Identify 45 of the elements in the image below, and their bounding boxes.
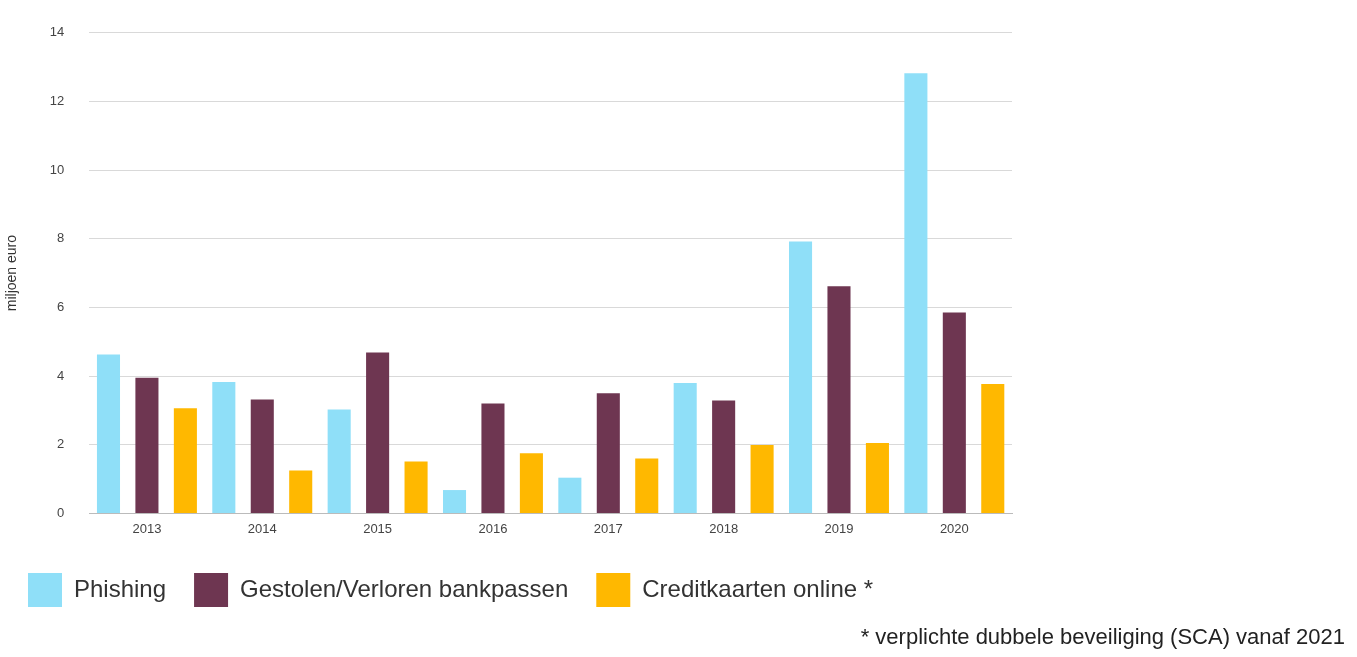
text: * verplichte dubbele beveiliging (SCA) vanaf 2021 <box>860 624 1345 650</box>
bar <box>519 453 543 513</box>
bar <box>750 445 774 513</box>
x-tick-label: 2014 <box>247 520 277 536</box>
bar <box>827 286 851 513</box>
bar <box>404 461 428 513</box>
bar <box>481 403 505 513</box>
bar <box>442 490 467 513</box>
y-tick-label: 14 <box>49 24 65 40</box>
bar <box>558 477 582 513</box>
legend-label: Phishing <box>74 574 167 602</box>
bar <box>712 400 736 513</box>
bar <box>981 383 1005 513</box>
x-tick-label: 2020 <box>939 520 969 536</box>
y-tick-label: 10 <box>49 161 65 177</box>
x-tick-label: 2017 <box>593 520 623 536</box>
legend-label: Gestolen/Verloren bankpassen <box>240 574 569 602</box>
bar <box>327 409 351 513</box>
y-axis-title: miljoen euro <box>3 234 20 312</box>
x-tick-label: 2016 <box>478 520 508 536</box>
bar <box>135 377 159 513</box>
bar <box>366 352 390 513</box>
x-tick-label: 2015 <box>363 520 393 536</box>
x-tick-label: 2019 <box>824 520 854 536</box>
bar <box>96 354 121 513</box>
bar <box>635 458 659 513</box>
bar <box>904 73 928 513</box>
y-tick-label: 0 <box>57 504 65 520</box>
bar <box>212 381 236 513</box>
bar <box>673 382 697 513</box>
x-tick-label: 2018 <box>709 520 739 536</box>
bar <box>865 443 889 513</box>
bar <box>173 408 197 513</box>
y-tick-label: 4 <box>57 367 65 383</box>
y-tick-label: 6 <box>57 299 65 315</box>
legend-label: Creditkaarten online * <box>642 574 874 602</box>
bar <box>942 312 966 513</box>
bar <box>789 241 813 513</box>
bar <box>250 399 274 513</box>
y-tick-label: 2 <box>57 436 65 452</box>
bar <box>596 393 620 513</box>
y-tick-label: 12 <box>49 93 65 109</box>
bar <box>289 470 313 513</box>
y-tick-label: 8 <box>57 230 65 246</box>
x-tick-label: 2013 <box>132 520 162 536</box>
